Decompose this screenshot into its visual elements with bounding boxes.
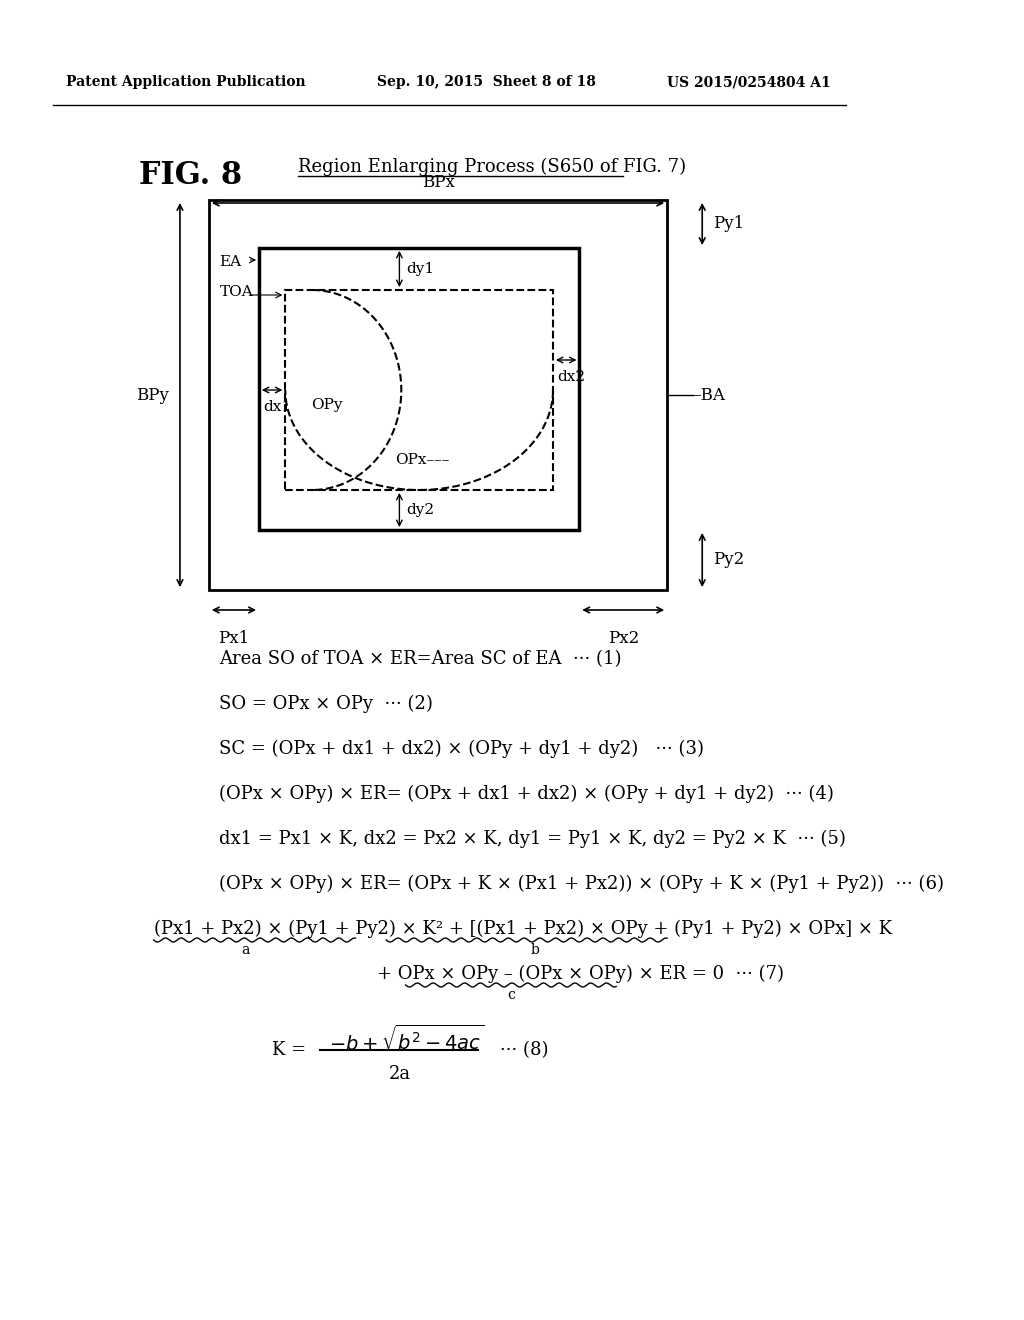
Bar (259, 248, 580, 531)
Text: SC = (OPx + dx1 + dx2) × (OPy + dy1 + dy2)   ··· (3): SC = (OPx + dx1 + dx2) × (OPy + dy1 + dy… (219, 741, 705, 758)
Text: Py1: Py1 (713, 215, 744, 232)
Text: SO = OPx × OPy  ··· (2): SO = OPx × OPy ··· (2) (219, 696, 433, 713)
Text: Px1: Px1 (218, 630, 250, 647)
Text: Patent Application Publication: Patent Application Publication (66, 75, 305, 88)
Text: ··· (8): ··· (8) (501, 1041, 549, 1059)
Text: dy1: dy1 (407, 261, 434, 276)
Text: dx1 = Px1 × K, dx2 = Px2 × K, dy1 = Py1 × K, dy2 = Py2 × K  ··· (5): dx1 = Px1 × K, dx2 = Px2 × K, dy1 = Py1 … (219, 830, 846, 849)
Text: dx1: dx1 (263, 400, 292, 414)
Text: TOA: TOA (219, 285, 253, 300)
Text: US 2015/0254804 A1: US 2015/0254804 A1 (667, 75, 830, 88)
Text: Py2: Py2 (713, 552, 744, 569)
Text: + OPx × OPy – (OPx × OPy) × ER = 0  ··· (7): + OPx × OPy – (OPx × OPy) × ER = 0 ··· (… (378, 965, 784, 983)
Bar (209, 201, 667, 590)
Text: (Px1 + Px2) × (Py1 + Py2) × K² + [(Px1 + Px2) × OPy + (Py1 + Py2) × OPx] × K: (Px1 + Px2) × (Py1 + Py2) × K² + [(Px1 +… (154, 920, 892, 939)
Text: OPx–––: OPx––– (395, 453, 450, 467)
Text: dx2: dx2 (557, 370, 586, 384)
Text: K =: K = (272, 1041, 306, 1059)
Text: c: c (507, 987, 515, 1002)
Text: Region Enlarging Process (S650 of FIG. 7): Region Enlarging Process (S650 of FIG. 7… (298, 158, 686, 177)
Text: dy2: dy2 (407, 503, 434, 517)
Text: EA: EA (219, 255, 242, 269)
Text: (OPx × OPy) × ER= (OPx + K × (Px1 + Px2)) × (OPy + K × (Py1 + Py2))  ··· (6): (OPx × OPy) × ER= (OPx + K × (Px1 + Px2)… (219, 875, 944, 894)
Text: OPy: OPy (311, 399, 343, 412)
Text: FIG. 8: FIG. 8 (138, 160, 242, 191)
Bar (286, 290, 553, 490)
Text: $-b + \sqrt{b^{2} - 4ac}$: $-b + \sqrt{b^{2} - 4ac}$ (329, 1026, 484, 1055)
Text: Area SO of TOA × ER=Area SC of EA  ··· (1): Area SO of TOA × ER=Area SC of EA ··· (1… (219, 649, 622, 668)
Text: —BA: —BA (685, 387, 726, 404)
Text: (OPx × OPy) × ER= (OPx + dx1 + dx2) × (OPy + dy1 + dy2)  ··· (4): (OPx × OPy) × ER= (OPx + dx1 + dx2) × (O… (219, 785, 835, 804)
Text: 2a: 2a (388, 1065, 411, 1082)
Text: BPx: BPx (422, 174, 455, 191)
Text: Px2: Px2 (607, 630, 639, 647)
Text: b: b (531, 942, 540, 957)
Text: a: a (242, 942, 250, 957)
Text: BPy: BPy (136, 387, 169, 404)
Text: Sep. 10, 2015  Sheet 8 of 18: Sep. 10, 2015 Sheet 8 of 18 (378, 75, 596, 88)
